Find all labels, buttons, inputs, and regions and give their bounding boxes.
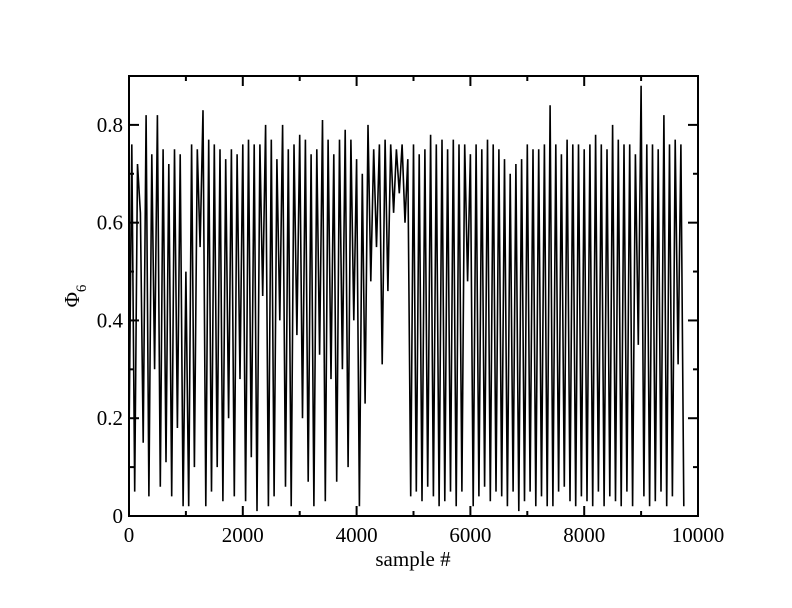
series-layer [128, 85, 685, 512]
x-tick-label: 4000 [336, 523, 378, 547]
x-axis: 0 2000 4000 6000 8000 10000 [124, 76, 725, 547]
y-axis-label-subscript: 6 [74, 284, 90, 292]
y-tick-label: 0.6 [97, 211, 123, 235]
y-tick-label: 0.2 [97, 406, 123, 430]
x-tick-label: 2000 [222, 523, 264, 547]
x-tick-label: 0 [124, 523, 135, 547]
x-tick-label: 6000 [449, 523, 491, 547]
x-axis-label: sample # [375, 547, 451, 571]
y-axis: 0 0.2 0.4 0.6 0.8 [97, 75, 698, 528]
y-tick-label: 0 [113, 504, 124, 528]
y-axis-label: Φ6 [60, 284, 90, 307]
x-tick-label: 10000 [672, 523, 725, 547]
y-axis-label-main: Φ [60, 292, 84, 307]
y-tick-label: 0.8 [97, 113, 123, 137]
y-tick-label: 0.4 [97, 308, 124, 332]
x-tick-label: 8000 [563, 523, 605, 547]
series-line-0 [128, 85, 685, 512]
